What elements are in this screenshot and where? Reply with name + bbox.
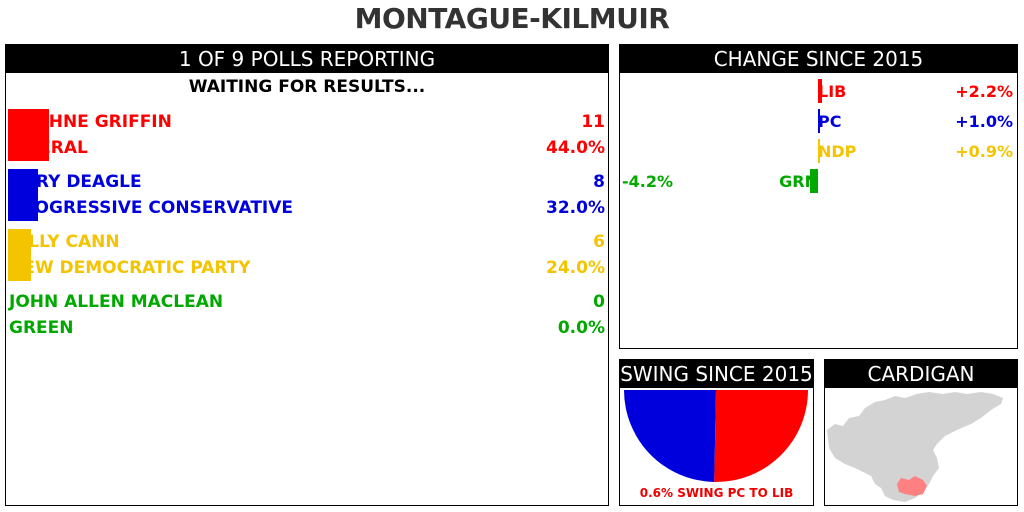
candidate-name: CORY DEAGLE [9, 172, 142, 192]
candidate-row-grn: JOHN ALLEN MACLEAN 0 GREEN 0.0% [8, 289, 606, 341]
change-value-pc: +1.0% [955, 112, 1013, 131]
swing-pie-chart [624, 390, 808, 482]
candidate-name: JOHN ALLEN MACLEAN [9, 292, 224, 312]
change-header: CHANGE SINCE 2015 [620, 45, 1017, 73]
change-bar-grn [809, 169, 818, 193]
swing-slice-lib [714, 390, 808, 482]
candidate-row-lib: DAPHNE GRIFFIN 11 LIBERAL 44.0% [8, 109, 606, 161]
map-header: CARDIGAN [825, 360, 1017, 388]
map-panel: CARDIGAN [824, 359, 1018, 506]
swing-caption: 0.6% SWING PC TO LIB [639, 486, 794, 500]
change-label-ndp: NDP [818, 142, 857, 161]
candidate-percent: 44.0% [546, 138, 605, 158]
candidate-name: DAPHNE GRIFFIN [9, 112, 172, 132]
swing-panel: SWING SINCE 2015 0.6% SWING PC TO LIB [619, 359, 814, 506]
district-map [827, 392, 1003, 502]
candidate-votes: 6 [593, 232, 605, 252]
candidate-row-pc: CORY DEAGLE 8 PROGRESSIVE CONSERVATIVE 32.0… [8, 169, 606, 221]
region-shape [827, 392, 1003, 502]
page-title: MONTAGUE-KILMUIR [354, 2, 670, 35]
swing-header: SWING SINCE 2015 [620, 360, 813, 388]
change-bar-lib [818, 79, 823, 103]
change-value-lib: +2.2% [955, 82, 1013, 101]
candidate-party: GREEN [9, 318, 74, 338]
swing-slice-pc [624, 390, 716, 482]
candidate-party: PROGRESSIVE CONSERVATIVE [9, 198, 294, 218]
candidate-row-ndp: BILLY CANN 6 NEW DEMOCRATIC PARTY 24.0% [8, 229, 606, 281]
results-panel: 1 OF 9 POLLS REPORTING WAITING FOR RESUL… [5, 44, 609, 506]
candidate-party: LIBERAL [9, 138, 88, 158]
results-header: 1 OF 9 POLLS REPORTING [6, 45, 608, 73]
change-panel: CHANGE SINCE 2015 LIB +2.2% PC +1.0% NDP +0.9… [619, 44, 1018, 349]
status-text: WAITING FOR RESULTS... [188, 77, 426, 97]
candidate-name: BILLY CANN [9, 232, 120, 252]
change-value-grn: -4.2% [622, 172, 674, 191]
change-bar-pc [818, 109, 820, 133]
district-highlight [897, 476, 927, 496]
candidate-party: NEW DEMOCRATIC PARTY [9, 258, 251, 278]
change-label-lib: LIB [818, 82, 847, 101]
candidate-percent: 0.0% [557, 318, 605, 338]
candidate-percent: 32.0% [546, 198, 605, 218]
candidate-bar-lib [8, 109, 50, 161]
candidate-votes: 11 [581, 112, 605, 132]
candidate-bar-ndp [8, 229, 31, 281]
change-value-ndp: +0.9% [955, 142, 1013, 161]
candidate-votes: 0 [593, 292, 605, 312]
candidate-percent: 24.0% [546, 258, 605, 278]
candidate-bar-pc [8, 169, 39, 221]
candidate-votes: 8 [593, 172, 605, 192]
change-label-grn: GRN [779, 172, 818, 191]
change-bar-ndp [818, 139, 820, 163]
change-label-pc: PC [818, 112, 842, 131]
